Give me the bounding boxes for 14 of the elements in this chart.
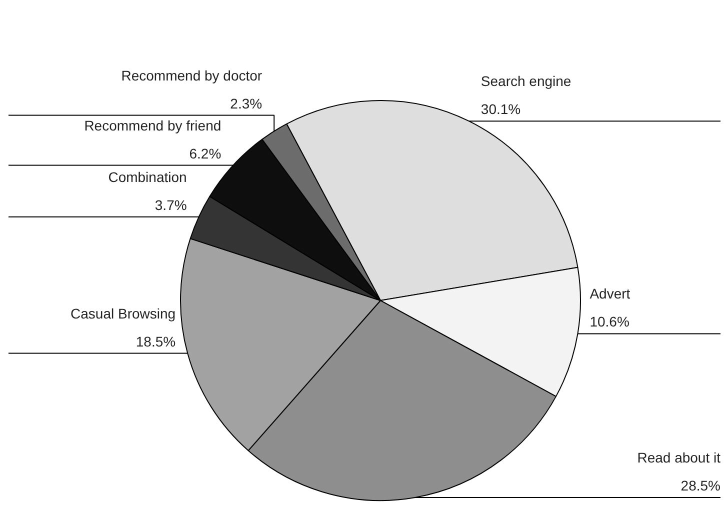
data-label: 6.2% xyxy=(189,145,222,162)
data-label: 2.3% xyxy=(230,95,262,112)
slice-label: Casual Browsing xyxy=(70,305,176,322)
data-label: 30.1% xyxy=(480,101,521,118)
data-label: 3.7% xyxy=(154,196,187,213)
data-label: 10.6% xyxy=(590,314,630,330)
data-label: 18.5% xyxy=(136,333,176,350)
slice-label: Combination xyxy=(108,168,187,185)
data-label: 28.5% xyxy=(680,477,721,494)
slice-label: Recommend by doctor xyxy=(121,67,262,84)
slice-label: Read about it xyxy=(637,449,721,466)
slice-label: Advert xyxy=(590,286,630,302)
slice-label: Recommend by friend xyxy=(84,117,222,134)
slice-label: Search engine xyxy=(480,73,572,90)
